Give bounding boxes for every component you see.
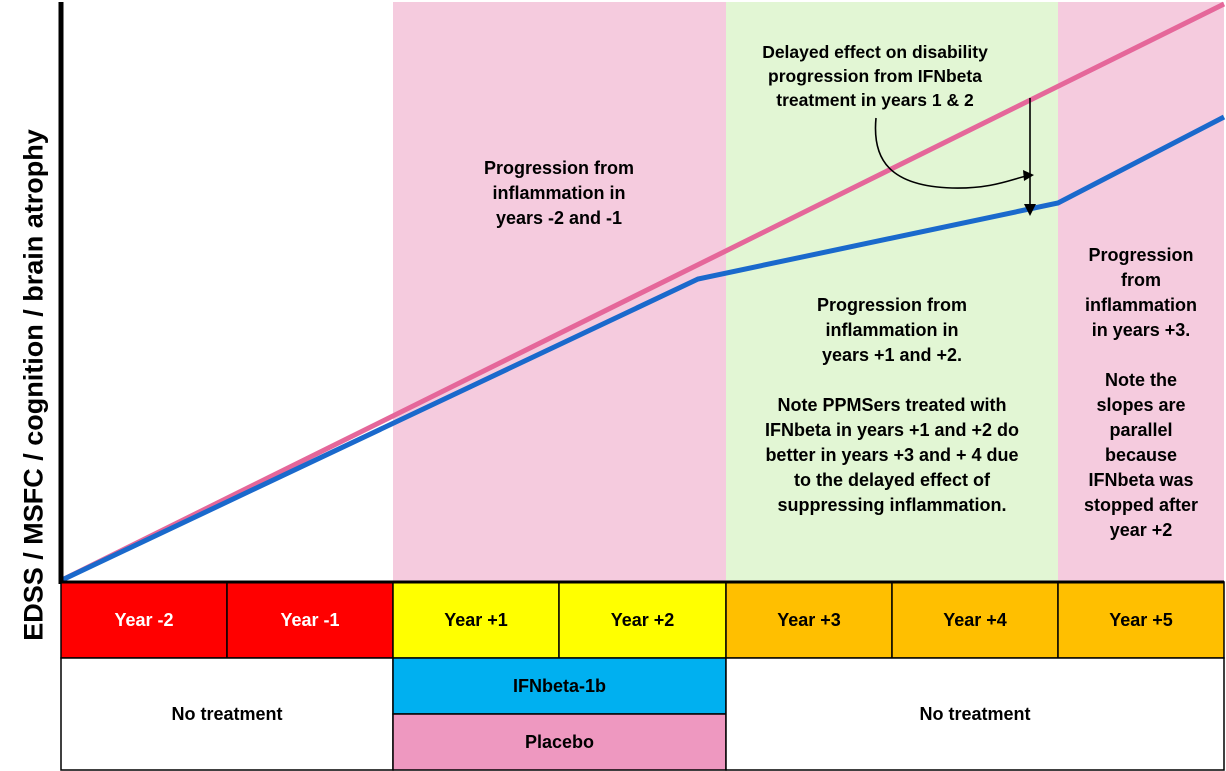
annotation-line: slopes are [1096, 395, 1186, 415]
treatment-cell-left-bg [60, 657, 394, 771]
treatment-cell-placebo-bg [392, 713, 727, 771]
annotation-line: Note PPMSers treated with [777, 395, 1007, 415]
treatment-cell-ifnbeta-bg [392, 657, 727, 715]
annotation-line: stopped after [1083, 495, 1198, 515]
annotation-line: Note the [1105, 370, 1177, 390]
year-label: Year +5 [1109, 609, 1173, 630]
annotation-line: year +2 [1109, 520, 1173, 540]
year-cell-1: Year -2 [61, 582, 227, 658]
band-post-treatment [726, 2, 1058, 582]
annotation-progression-year3: Progression from inflammation in years +… [1060, 243, 1222, 543]
annotation-line: IFNbeta in years +1 and +2 do [764, 420, 1020, 440]
annotation-line: parallel [1109, 420, 1173, 440]
year-cell-4: Year +2 [559, 582, 726, 658]
treatment-cell-left: No treatment [61, 658, 393, 770]
annotation-line: Progression [1088, 245, 1194, 265]
annotation-line: IFNbeta was [1088, 470, 1194, 490]
treatment-cell-ifnbeta: IFNbeta-1b [393, 658, 726, 714]
annotation-line: because [1104, 445, 1178, 465]
treatment-label: Placebo [524, 731, 595, 752]
treatment-cell-right: No treatment [726, 658, 1224, 770]
treatment-cell-placebo: Placebo [393, 714, 726, 770]
annotation-delayed-effect: Delayed effect on disability progression… [740, 40, 1010, 112]
year-label: Year +3 [777, 609, 841, 630]
treated-trajectory-line [60, 114, 1226, 583]
delayed-effect-arrowhead-curve [1023, 170, 1034, 181]
annotation-line: better in years +3 and + 4 due [765, 445, 1019, 465]
treatment-label: No treatment [171, 703, 283, 724]
annotation-line: inflammation in [825, 320, 959, 340]
year-cell-7: Year +5 [1058, 582, 1224, 658]
treatment-label: IFNbeta-1b [512, 675, 606, 696]
treatment-label: No treatment [919, 703, 1031, 724]
year-cell-6: Year +4 [892, 582, 1058, 658]
annotation-line: inflammation [1084, 295, 1197, 315]
annotation-spacer [1060, 343, 1222, 368]
delayed-effect-arrowhead-vertical [1024, 204, 1036, 216]
annotation-spacer [730, 368, 1054, 393]
annotation-progression-minus: Progression from inflammation in years -… [414, 156, 704, 231]
band-year5 [1058, 2, 1224, 582]
year-cell-3: Year +1 [393, 582, 559, 658]
annotation-line: from [1121, 270, 1161, 290]
year-cell-bg-5 [725, 581, 893, 659]
year-label: Year +4 [943, 609, 1007, 630]
annotation-line: progression from IFNbeta [768, 66, 982, 86]
year-label: Year +1 [444, 609, 508, 630]
y-axis-label: EDSS / MSFC / cognition / brain atrophy [18, 129, 49, 641]
year-label: Year -1 [280, 609, 340, 630]
year-cell-bg-4 [558, 581, 727, 659]
year-cell-5: Year +3 [726, 582, 892, 658]
annotation-line: years +1 and +2. [821, 345, 963, 365]
annotation-line: to the delayed effect of [793, 470, 991, 490]
annotation-line: inflammation in [492, 183, 626, 203]
annotation-line: Delayed effect on disability [762, 42, 988, 62]
annotation-progression-plus: Progression from inflammation in years +… [730, 293, 1054, 518]
treatment-cell-right-bg [725, 657, 1225, 771]
annotation-line: treatment in years 1 & 2 [776, 90, 974, 110]
annotation-line: in years +3. [1091, 320, 1191, 340]
annotation-line: suppressing inflammation. [777, 495, 1007, 515]
year-label: Year -2 [114, 609, 174, 630]
annotation-line: Progression from [816, 295, 968, 315]
annotation-line: Progression from [483, 158, 635, 178]
delayed-effect-arrow-curve [874, 117, 1027, 189]
year-label: Year +2 [610, 609, 675, 630]
annotation-line: years -2 and -1 [495, 208, 623, 228]
year-cell-bg-6 [891, 581, 1059, 659]
year-cell-2: Year -1 [227, 582, 393, 658]
